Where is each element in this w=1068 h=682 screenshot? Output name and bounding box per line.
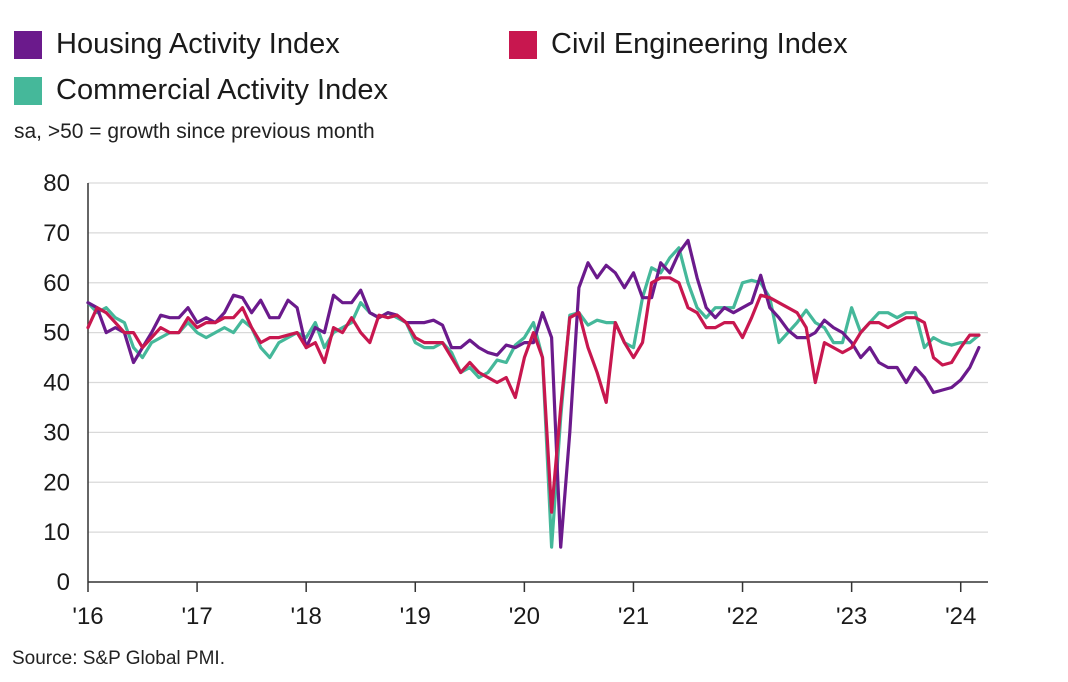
series-line-civil <box>86 276 981 514</box>
x-tick-label: '24 <box>945 603 976 630</box>
y-tick-label: 30 <box>43 419 70 446</box>
y-tick-label: 20 <box>43 469 70 496</box>
civil-swatch-icon <box>509 30 537 59</box>
housing-swatch-icon <box>14 30 42 59</box>
series <box>86 238 981 549</box>
axes: 0 10 20 30 40 50 60 70 80 '16 '17 '18 '19 '20 '21 '22 '2… <box>43 170 988 630</box>
grid <box>88 182 988 533</box>
y-tick-label: 70 <box>43 220 70 247</box>
source-note: Source: S&P Global PMI. <box>12 648 225 669</box>
x-tick-label: '18 <box>291 603 322 630</box>
y-tick-label: 40 <box>43 370 70 397</box>
y-tick-label: 60 <box>43 270 70 297</box>
legend-item-housing[interactable]: Housing Activity Index <box>14 28 340 61</box>
legend-label-civil: Civil Engineering Index <box>551 28 848 60</box>
commercial-swatch-icon <box>14 76 42 105</box>
series-line-commercial <box>86 246 981 549</box>
y-tick-label: 80 <box>43 170 70 197</box>
x-tick-label: '22 <box>727 603 758 630</box>
chart-subtitle: sa, >50 = growth since previous month <box>14 120 375 143</box>
x-tick-label: '21 <box>618 603 649 630</box>
legend: Housing Activity Index Civil Engineering… <box>14 28 1054 118</box>
series-line-housing <box>86 238 981 549</box>
x-tick-label: '19 <box>400 603 431 630</box>
legend-label-commercial: Commercial Activity Index <box>56 74 388 106</box>
x-tick-label: '17 <box>181 603 212 630</box>
x-tick-label: '20 <box>509 603 540 630</box>
legend-item-civil[interactable]: Civil Engineering Index <box>509 28 848 61</box>
x-tick-label: '16 <box>72 603 103 630</box>
x-tick-label: '23 <box>836 603 867 630</box>
y-tick-label: 10 <box>43 519 70 546</box>
y-tick-label: 0 <box>57 569 70 596</box>
legend-label-housing: Housing Activity Index <box>56 28 340 60</box>
y-tick-label: 50 <box>43 320 70 347</box>
legend-item-commercial[interactable]: Commercial Activity Index <box>14 74 388 107</box>
